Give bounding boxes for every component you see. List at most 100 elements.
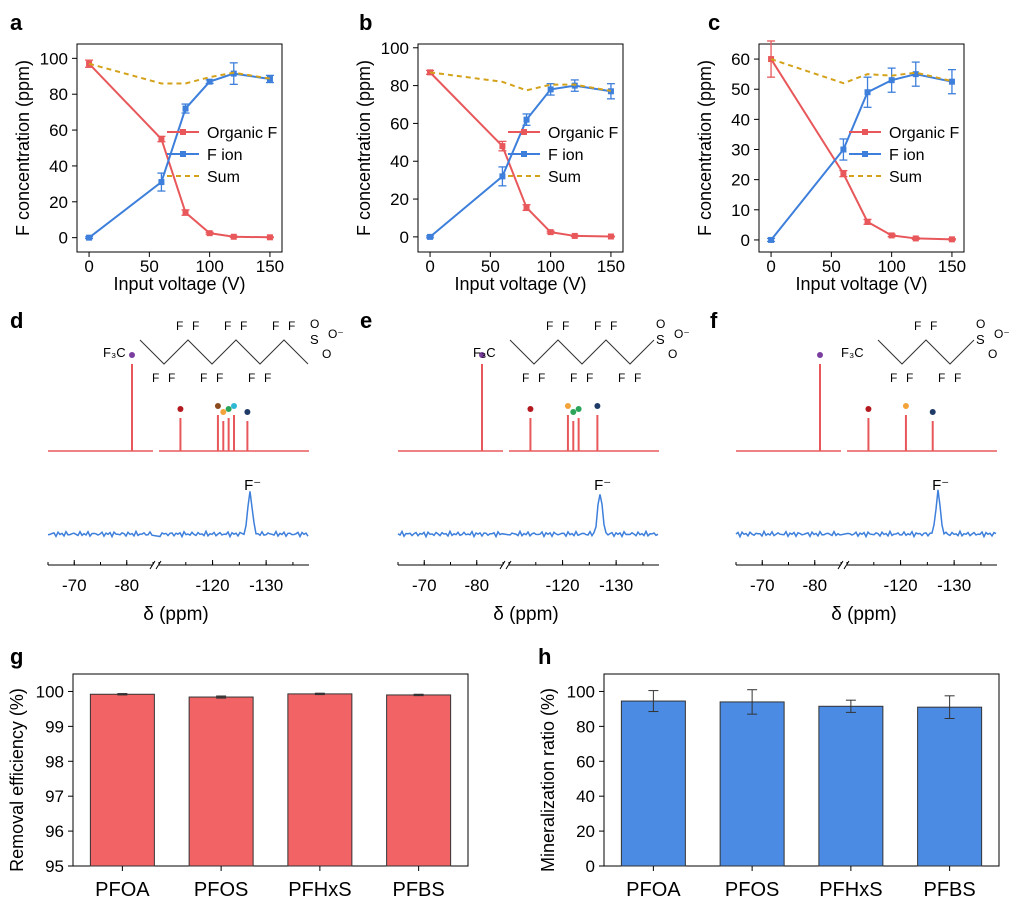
data-point: [607, 233, 614, 240]
data-point: [571, 232, 578, 239]
x-tick-label: -120: [884, 576, 918, 595]
molecule-fluorine: F: [264, 371, 271, 385]
x-tick-label: -120: [546, 576, 580, 595]
peak-marker-dot: [214, 403, 221, 409]
y-tick-label: 20: [49, 193, 68, 212]
bar: [386, 694, 452, 867]
legend-label: Organic F: [207, 125, 277, 142]
legend-label: F ion: [548, 147, 584, 164]
f-ion-spectrum: [47, 491, 309, 539]
peak-marker-dot: [902, 403, 909, 409]
series-line-organic-f: [429, 71, 611, 238]
molecule-oxygen: O: [976, 317, 985, 331]
panel-letter: c: [708, 10, 720, 35]
line-chart-b: b 0 20 40 60 80 100 0 50 100 150 Input voltage (V) F…: [354, 10, 625, 294]
x-tick-label: -130: [937, 576, 971, 595]
series-line-organic-f: [88, 63, 270, 239]
legend-label: Sum: [548, 169, 581, 186]
data-point: [547, 229, 554, 236]
category-label: PFOA: [95, 879, 150, 901]
x-axis-label: δ (ppm): [831, 604, 896, 625]
x-tick-label: 0: [84, 257, 93, 276]
data-point: [888, 77, 895, 84]
x-axis-label: Input voltage (V): [113, 274, 245, 294]
data-point: [499, 173, 506, 180]
molecule-oxygen: O⁻: [328, 327, 344, 341]
plot-frame: [758, 43, 965, 253]
y-tick-label: 10: [731, 201, 750, 220]
data-point: [912, 235, 919, 242]
data-point: [182, 105, 189, 112]
y-tick-label: 40: [576, 787, 595, 806]
molecule-fluorine: F: [930, 319, 937, 333]
molecule-fluorine: F: [890, 371, 897, 385]
molecule-fluorine: F: [522, 371, 529, 385]
molecule-backbone: [509, 339, 655, 365]
y-tick-label: 100: [567, 682, 595, 701]
peak-marker-dot: [527, 406, 534, 412]
molecule-fluorine: F: [176, 319, 183, 333]
series-line-f-ion: [429, 84, 612, 238]
data-point: [864, 89, 871, 96]
molecule-cf3: F₃C: [103, 345, 126, 360]
data-point: [266, 234, 273, 241]
x-tick-label: 50: [822, 257, 841, 276]
peak-marker-dot: [177, 406, 184, 412]
series-line-sum: [88, 62, 271, 85]
legend-label: Organic F: [548, 125, 618, 142]
molecule-cf3: F₃C: [841, 345, 864, 360]
data-point: [158, 179, 165, 186]
peak-marker-dot: [129, 352, 135, 358]
panel-letter: f: [710, 308, 718, 333]
category-label: PFHxS: [288, 879, 351, 901]
data-point: [768, 236, 775, 243]
y-tick-label: 20: [390, 190, 409, 209]
legend-marker: [862, 151, 868, 157]
y-tick-label: 30: [731, 141, 750, 160]
molecule-fluorine: F: [610, 319, 617, 333]
x-tick-label: 100: [536, 257, 564, 276]
molecule-oxygen: O: [310, 317, 319, 331]
legend-label: Sum: [207, 169, 240, 186]
x-tick-label: -80: [464, 576, 489, 595]
legend-label: F ion: [207, 147, 243, 164]
category-label: PFOS: [725, 879, 779, 901]
data-point: [948, 236, 955, 243]
y-tick-label: 100: [381, 39, 409, 58]
y-tick-label: 0: [741, 231, 750, 250]
legend-marker: [521, 129, 527, 135]
data-point: [523, 204, 530, 211]
molecule-fluorine: F: [288, 319, 295, 333]
x-tick-label: -70: [62, 576, 87, 595]
molecule-fluorine: F: [216, 371, 223, 385]
molecule-oxygen: O⁻: [994, 327, 1010, 341]
plot-frame: [72, 673, 469, 867]
bar: [818, 705, 884, 867]
legend-marker: [862, 129, 868, 135]
legend-label: Sum: [889, 169, 922, 186]
x-tick-label: -120: [196, 576, 230, 595]
y-tick-label: 40: [731, 110, 750, 129]
data-point: [158, 136, 165, 143]
legend-label: Organic F: [889, 125, 959, 142]
series-line-organic-f: [770, 58, 952, 241]
molecule-fluorine: F: [954, 371, 961, 385]
series-line-f-ion: [88, 72, 271, 239]
category-label: PFOS: [194, 879, 248, 901]
y-axis-label: F concentration (ppm): [695, 60, 715, 236]
molecule-fluorine: F: [546, 319, 553, 333]
molecule-oxygen: O⁻: [674, 327, 690, 341]
y-axis-label: Removal efficiency (%): [7, 688, 27, 872]
x-tick-label: -70: [412, 576, 437, 595]
f-ion-spectrum: [735, 489, 997, 539]
molecule-sulfur: S: [310, 332, 319, 347]
y-tick-label: 50: [731, 80, 750, 99]
peak-marker-dot: [220, 409, 227, 415]
panel-letter: d: [10, 308, 23, 333]
molecule-fluorine: F: [168, 371, 175, 385]
category-label: PFOA: [626, 879, 681, 901]
